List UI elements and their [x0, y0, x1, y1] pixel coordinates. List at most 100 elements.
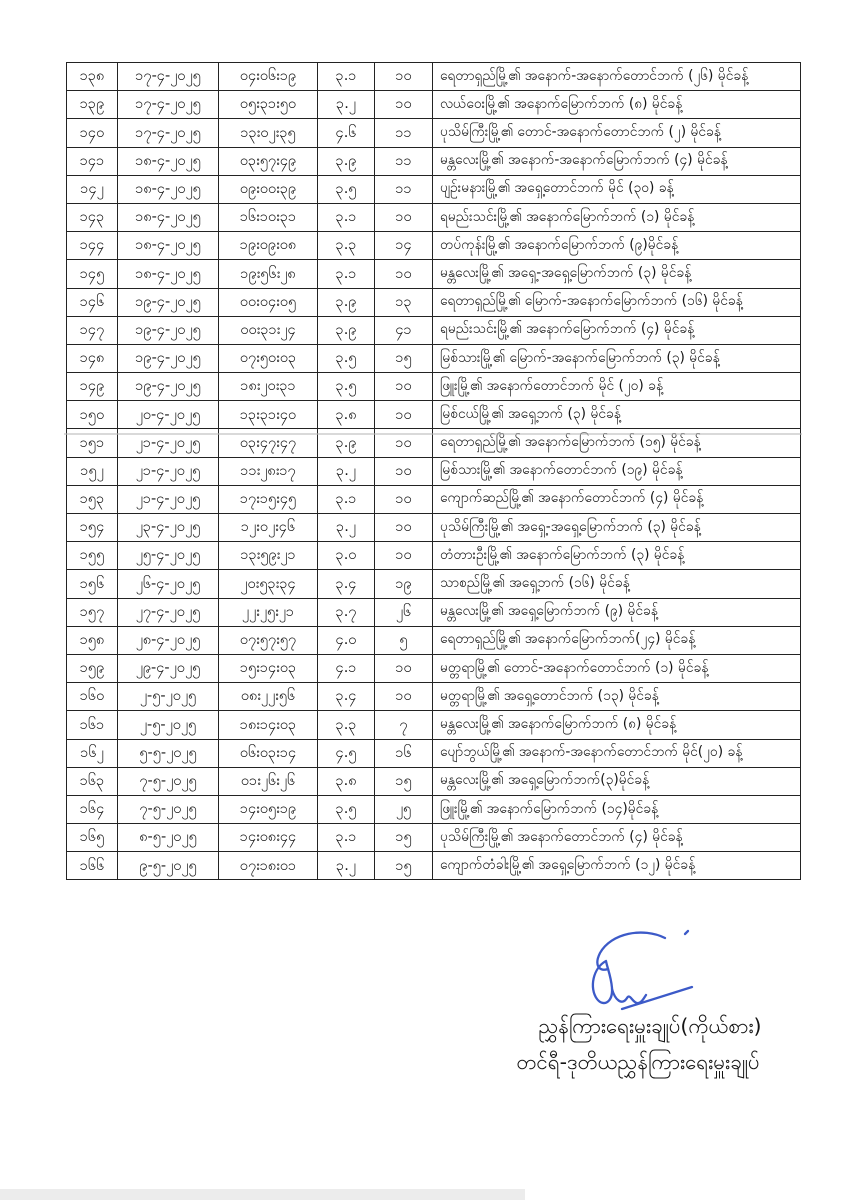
cell-depth: ၁၆ [374, 738, 433, 768]
cell-no: ၁၄၇ [66, 315, 118, 345]
cell-time: ၁၉း၀၉း၀၈ [218, 231, 318, 261]
table-row: ၁၄၅ ၁၈-၄-၂၀၂၅ ၁၉း၅၆း၂၈ ၃.၁ ၁၀ မန္တလေးမြို့၏ အ… [66, 259, 801, 289]
cell-no: ၁၅၅ [66, 541, 118, 571]
cell-no: ၁၅၂ [66, 456, 118, 486]
cell-location: လယ်ဝေးမြို့၏ အနောက်မြောက်ဘက် (၈) မိုင်ခန… [432, 90, 801, 120]
cell-depth: ၁၅ [374, 766, 433, 796]
cell-depth: ၄၁ [374, 315, 433, 345]
cell-magnitude: ၃.၈ [317, 400, 375, 430]
cell-location: ကျောက်ဆည်မြို့၏ အနောက်တောင်ဘက် (၄) မိုင်… [432, 484, 801, 515]
signatory-name-title: တင်ရီ-ဒုတိယညွှန်ကြားရေးမှူးချုပ် [516, 1050, 760, 1074]
cell-location: ပုသိမ်ကြီးမြို့၏ အနောက်တောင်ဘက် (၄) မိုင… [432, 823, 801, 853]
cell-magnitude: ၃.၃ [317, 231, 375, 261]
earthquake-table: ၁၃၈ ၁၇-၄-၂၀၂၅ ၀၄း၀၆း၁၉ ၃.၁ ၁၀ ရေတာရှည်မြို့၏ … [66, 61, 801, 881]
cell-depth: ၂၅ [374, 794, 433, 825]
cell-date: ၂၁-၄-၂၀၂၅ [117, 456, 219, 486]
cell-magnitude: ၃.၉ [317, 287, 375, 317]
cell-magnitude: ၃.၄ [317, 569, 375, 599]
cell-time: ၀၇း၅၀း၀၃ [218, 343, 318, 374]
cell-magnitude: ၃.၂ [317, 456, 375, 486]
table-row: ၁၅၂ ၂၁-၄-၂၀၂၅ ၁၁း၂၈း၁၇ ၃.၂ ၁၀ မြစ်သားမြို့၏ အ… [66, 456, 801, 486]
cell-time: ၀၈း၂၂း၅၆ [218, 682, 318, 712]
table-row: ၁၆၃ ၇-၅-၂၀၂၅ ၀၁း၂၆း၂၆ ၃.၈ ၁၅ မန္တလေးမြို့၏ အရ… [66, 766, 801, 796]
signature-block: ညွှန်ကြားရေးမှူးချုပ်(ကိုယ်စား) တင်ရီ-ဒု… [470, 1008, 790, 1080]
cell-no: ၁၆၄ [66, 794, 118, 825]
cell-depth: ၁၅ [374, 823, 433, 853]
cell-date: ၉-၅-၂၀၂၅ [117, 851, 219, 881]
cell-date: ၁၈-၄-၂၀၂၅ [117, 231, 219, 261]
cell-time: ၀၀း၃၁း၂၄ [218, 315, 318, 345]
cell-time: ၁၅း၁၄း၀၃ [218, 653, 318, 684]
cell-depth: ၁၀ [374, 653, 433, 684]
cell-location: ရေတာရှည်မြို့၏ မြောက်-အနောက်မြောက်ဘက် (၁… [432, 287, 801, 317]
cell-no: ၁၅၆ [66, 569, 118, 599]
cell-magnitude: ၃.၁ [317, 484, 375, 515]
cell-location: ရမည်းသင်းမြို့၏ အနောက်မြောက်ဘက် (၁) မိုင… [432, 202, 801, 233]
cell-location: ပုသိမ်ကြီးမြို့၏ တောင်-အနောက်တောင်ဘက် (၂… [432, 118, 801, 148]
cell-no: ၁၆၃ [66, 766, 118, 796]
cell-depth: ၁၀ [374, 400, 433, 430]
table-row: ၁၆၂ ၅-၅-၂၀၂၅ ၀၆း၀၃း၁၄ ၄.၅ ၁၆ ပျော်ဘွယ်မြို့၏ … [66, 738, 801, 768]
cell-location: ပျဉ်းမနားမြို့၏ အရှေ့တောင်ဘက် မိုင် (၃၀)… [432, 174, 801, 204]
cell-depth: ၁၀ [374, 90, 433, 120]
cell-location: မန္တလေးမြို့၏ အနောက်မြောက်ဘက် (၈) မိုင်ခ… [432, 710, 801, 740]
table-row: ၁၄၀ ၁၇-၄-၂၀၂၅ ၁၃း၀၂း၃၅ ၄.၆ ၁၁ ပုသိမ်ကြီးမြို့… [66, 118, 801, 148]
table-row: ၁၅၅ ၂၅-၄-၂၀၂၅ ၁၃း၅၉း၂၁ ၃.၀ ၁၀ တံတားဦးမြို့၏ အ… [66, 541, 801, 571]
table-row: ၁၄၂ ၁၈-၄-၂၀၂၅ ၀၉း၀၀း၃၉ ၃.၅ ၁၁ ပျဉ်းမနားမြို့၏… [66, 174, 801, 204]
cell-no: ၁၄၆ [66, 287, 118, 317]
cell-magnitude: ၃.၅ [317, 372, 375, 402]
cell-no: ၁၄၅ [66, 259, 118, 289]
cell-time: ၀၃း၅၇း၄၉ [218, 146, 318, 176]
cell-date: ၂-၅-၂၀၂၅ [117, 682, 219, 712]
cell-date: ၂၆-၄-၂၀၂၅ [117, 569, 219, 599]
table-body: ၁၃၈ ၁၇-၄-၂၀၂၅ ၀၄း၀၆း၁၉ ၃.၁ ၁၀ ရေတာရှည်မြို့၏ … [66, 61, 801, 881]
cell-no: ၁၅၃ [66, 484, 118, 515]
cell-time: ၀၆း၀၃း၁၄ [218, 738, 318, 768]
cell-depth: ၁၉ [374, 569, 433, 599]
cell-location: မြစ်သားမြို့၏ မြောက်-အနောက်မြောက်ဘက် (၃)… [432, 343, 801, 374]
cell-magnitude: ၃.၂ [317, 512, 375, 543]
cell-date: ၈-၅-၂၀၂၅ [117, 823, 219, 853]
cell-depth: ၂၆ [374, 597, 433, 627]
table-row: ၁၄၁ ၁၈-၄-၂၀၂၅ ၀၃း၅၇း၄၉ ၃.၉ ၁၁ မန္တလေးမြို့၏ အ… [66, 146, 801, 176]
cell-date: ၂၁-၄-၂၀၂၅ [117, 484, 219, 515]
cell-time: ၁၂း၀၂း၄၆ [218, 512, 318, 543]
cell-magnitude: ၃.၃ [317, 710, 375, 740]
table-row: ၁၄၄ ၁၈-၄-၂၀၂၅ ၁၉း၀၉း၀၈ ၃.၃ ၁၄ တပ်ကုန်းမြို့၏ … [66, 231, 801, 261]
cell-time: ၂၀း၅၃း၃၄ [218, 569, 318, 599]
cell-magnitude: ၄.၁ [317, 653, 375, 684]
cell-time: ၁၄း၀၈း၄၄ [218, 823, 318, 853]
cell-time: ၁၃း၃၁း၄၀ [218, 400, 318, 430]
cell-date: ၅-၅-၂၀၂၅ [117, 738, 219, 768]
table-row: ၁၄၆ ၁၉-၄-၂၀၂၅ ၀၀း၀၄း၀၅ ၃.၉ ၁၃ ရေတာရှည်မြို့၏ … [66, 287, 801, 317]
table-row: ၁၆၀ ၂-၅-၂၀၂၅ ၀၈း၂၂း၅၆ ၃.၄ ၁၀ မတ္တရာမြို့၏ အရှ… [66, 682, 801, 712]
cell-magnitude: ၃.၂ [317, 90, 375, 120]
cell-no: ၁၄၈ [66, 343, 118, 374]
table-row: ၁၄၃ ၁၈-၄-၂၀၂၅ ၁၆း၁၀း၃၁ ၃.၁ ၁၀ ရမည်းသင်းမြို့၏… [66, 202, 801, 233]
cell-no: ၁၄၂ [66, 174, 118, 204]
cell-time: ၀၇း၁၈း၀၁ [218, 851, 318, 881]
cell-no: ၁၅၉ [66, 653, 118, 684]
cell-location: သာစည်မြို့၏ အရှေ့ဘက် (၁၆) မိုင်ခန့် [432, 569, 801, 599]
cell-depth: ၁၀ [374, 202, 433, 233]
cell-no: ၁၄၃ [66, 202, 118, 233]
cell-date: ၂၃-၄-၂၀၂၅ [117, 512, 219, 543]
cell-location: ပျော်ဘွယ်မြို့၏ အနောက်-အနောက်တောင်ဘက် မိ… [432, 738, 801, 768]
cell-location: ရေတာရှည်မြို့၏ အနောက်မြောက်ဘက်(၂၄) မိုင်… [432, 625, 801, 655]
cell-magnitude: ၄.၆ [317, 118, 375, 148]
cell-depth: ၁၁ [374, 146, 433, 176]
cell-no: ၁၃၈ [66, 61, 118, 92]
handwritten-signature [585, 926, 705, 1018]
cell-depth: ၁၀ [374, 682, 433, 712]
cell-depth: ၁၅ [374, 851, 433, 881]
cell-date: ၁၈-၄-၂၀၂၅ [117, 174, 219, 204]
cell-no: ၁၄၉ [66, 372, 118, 402]
cell-no: ၁၄၀ [66, 118, 118, 148]
cell-magnitude: ၄.၅ [317, 738, 375, 768]
cell-time: ၁၁း၂၈း၁၇ [218, 456, 318, 486]
cell-magnitude: ၃.၀ [317, 541, 375, 571]
table-row: ၁၅၆ ၂၆-၄-၂၀၂၅ ၂၀း၅၃း၃၄ ၃.၄ ၁၉ သာစည်မြို့၏ အရှ… [66, 569, 801, 599]
cell-time: ၁၃း၀၂း၃၅ [218, 118, 318, 148]
cell-location: မန္တလေးမြို့၏ အရှေ့မြောက်ဘက် (၉) မိုင်ခန… [432, 597, 801, 627]
cell-magnitude: ၄.၀ [317, 625, 375, 655]
